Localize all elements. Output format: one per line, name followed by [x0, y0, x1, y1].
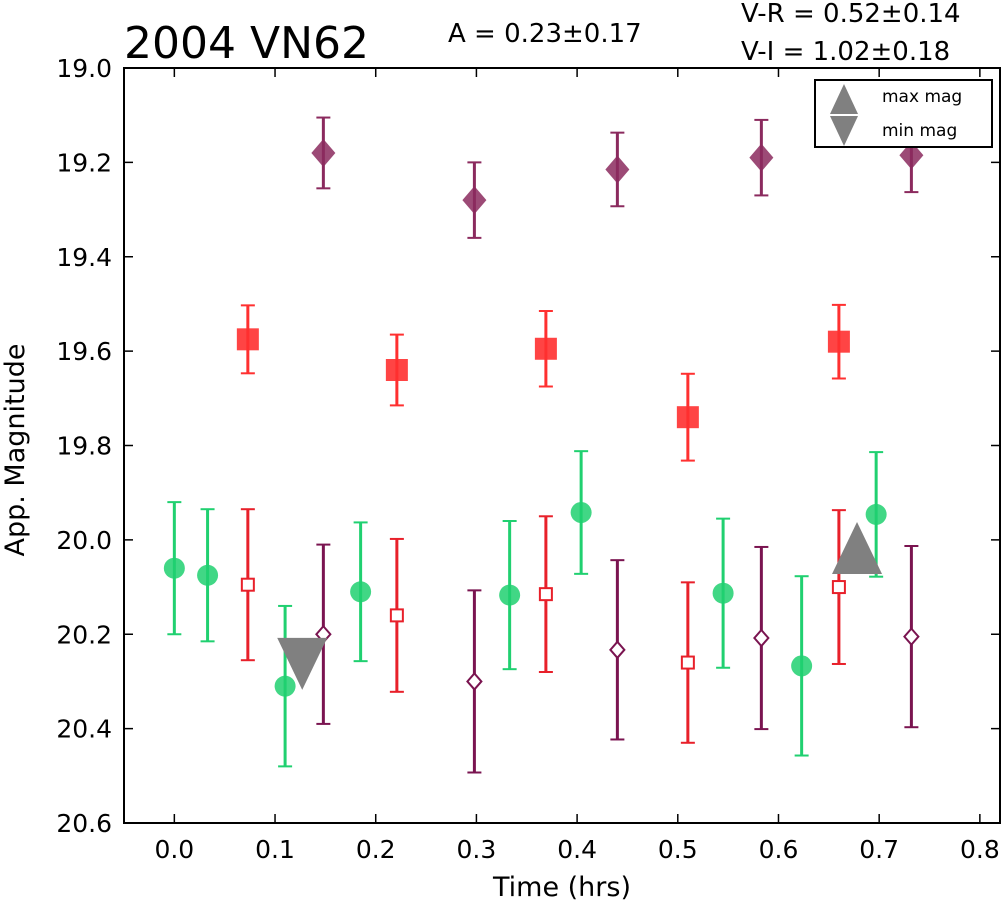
y-tick-label: 19.6 [56, 337, 112, 366]
data-point-circle [865, 503, 887, 525]
data-point-open-diamond [466, 671, 483, 691]
x-axis-label: Time (hrs) [492, 872, 631, 903]
x-tick-label: 0.5 [658, 835, 698, 864]
y-tick-label: 20.6 [56, 809, 112, 838]
data-point-diamond [899, 141, 924, 170]
data-point-diamond [605, 155, 630, 184]
data-point-open-diamond [753, 628, 770, 648]
amplitude-stat: A = 0.23±0.17 [448, 19, 642, 49]
data-point-circle [499, 584, 521, 606]
data-point-square [676, 406, 699, 429]
x-tick-label: 0.3 [457, 835, 497, 864]
y-tick-label: 20.0 [56, 526, 112, 555]
legend-max-mag-marker [830, 84, 858, 114]
plot-area [163, 116, 924, 774]
y-axis-label: App. Magnitude [0, 344, 31, 557]
y-axis: 19.0 19.2 19.4 19.6 19.8 20.0 20.2 20.4 20.6 [56, 54, 1000, 838]
data-point-open-square [389, 608, 404, 623]
data-point-open-square [831, 580, 846, 595]
data-point-diamond [749, 143, 774, 172]
min-mag-marker [277, 637, 328, 690]
x-tick-label: 0.8 [960, 835, 1000, 864]
data-point-open-diamond [903, 627, 920, 647]
data-point-diamond [311, 138, 336, 167]
x-axis: 0.0 0.1 0.2 0.3 0.4 0.5 0.6 0.7 0.8 [154, 68, 1000, 864]
x-tick-label: 0.1 [255, 835, 295, 864]
plot-frame [123, 67, 1001, 824]
legend-min-mag-label: min mag [882, 121, 957, 141]
data-point-open-square [538, 587, 553, 602]
chart-title: 2004 VN62 [124, 18, 369, 69]
y-tick-label: 19.2 [56, 148, 112, 177]
data-point-circle [791, 655, 813, 677]
legend: max mag min mag [814, 79, 993, 148]
data-point-circle [350, 581, 372, 603]
v-r-color-stat: V-R = 0.52±0.14 [741, 0, 961, 29]
data-point-square [827, 330, 850, 353]
x-tick-label: 0.6 [759, 835, 799, 864]
data-point-open-square [240, 577, 255, 592]
v-i-color-stat: V-I = 1.02±0.18 [741, 37, 950, 67]
data-point-open-square [680, 655, 695, 670]
data-point-circle [712, 582, 734, 604]
data-point-open-diamond [609, 640, 626, 660]
legend-max-mag-label: max mag [882, 87, 962, 107]
data-point-circle [274, 675, 296, 697]
y-tick-label: 19.8 [56, 432, 112, 461]
max-mag-marker [832, 522, 883, 575]
data-point-square [385, 359, 408, 381]
y-tick-label: 20.2 [56, 620, 112, 649]
data-point-circle [163, 557, 185, 579]
y-tick-label: 19.0 [56, 54, 112, 83]
x-tick-label: 0.0 [154, 835, 194, 864]
data-point-square [236, 328, 259, 351]
data-point-diamond [462, 186, 487, 215]
data-point-circle [197, 564, 219, 586]
data-point-circle [570, 502, 592, 524]
y-tick-label: 19.4 [56, 243, 112, 272]
data-point-square [534, 337, 557, 360]
x-tick-label: 0.4 [557, 835, 597, 864]
x-tick-label: 0.7 [859, 835, 899, 864]
legend-min-mag-marker [830, 116, 858, 146]
y-tick-label: 20.4 [56, 715, 112, 744]
x-tick-label: 0.2 [356, 835, 396, 864]
